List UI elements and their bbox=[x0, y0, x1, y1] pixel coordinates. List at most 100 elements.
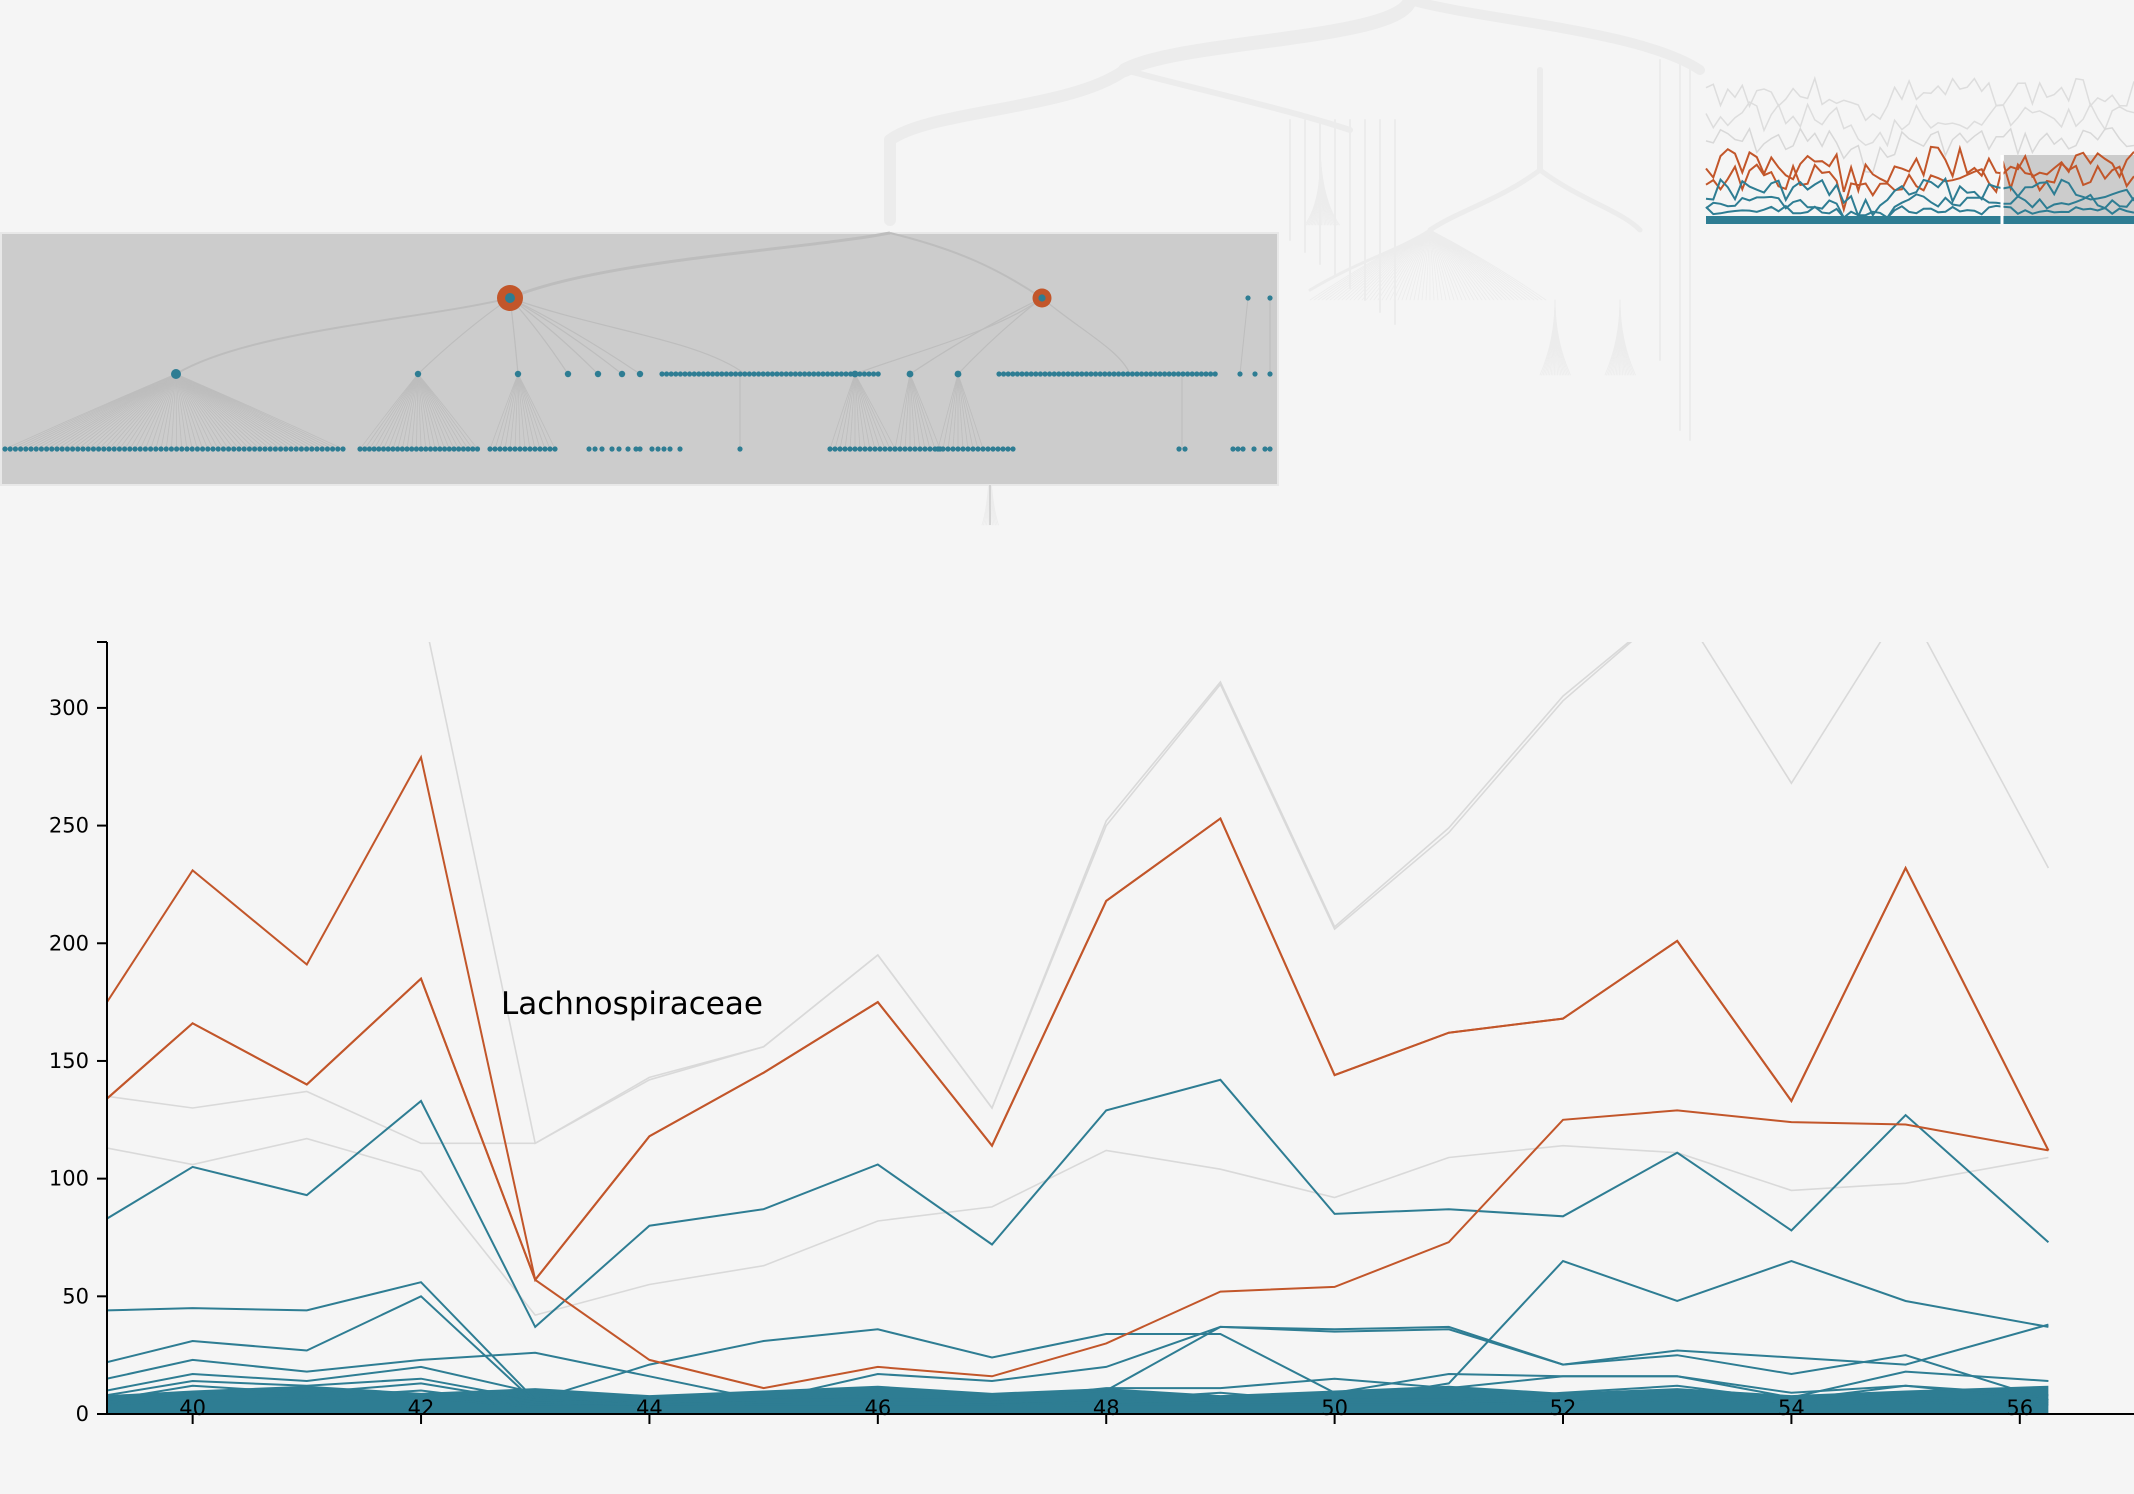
series-lines bbox=[107, 1078, 2050, 1414]
zoom-tree-edge bbox=[108, 373, 177, 450]
x-tick-label: 40 bbox=[179, 1396, 206, 1420]
zoom-tree-edge bbox=[517, 373, 556, 450]
tree-node bbox=[806, 371, 812, 377]
tree-node bbox=[1162, 371, 1168, 377]
zoom-tree-edge bbox=[957, 373, 974, 450]
overview-sparkline-7 bbox=[1705, 204, 2134, 219]
zoom-tree-edge bbox=[417, 373, 450, 450]
zoom-tree-edge bbox=[894, 373, 911, 450]
tree-node bbox=[710, 371, 716, 377]
tree-leaf bbox=[975, 446, 981, 452]
zoom-tree-edge bbox=[509, 297, 746, 375]
tree-node bbox=[746, 371, 753, 377]
zoom-tree-edge bbox=[417, 373, 445, 450]
x-tick-label: 50 bbox=[1321, 1396, 1348, 1420]
tree-leaf bbox=[1010, 446, 1016, 452]
tree-leaf bbox=[522, 446, 528, 452]
zoom-tree-nodes bbox=[2, 285, 1273, 452]
zoom-tree-edge bbox=[119, 373, 177, 450]
tree-node bbox=[1005, 371, 1011, 377]
tree-leaf bbox=[882, 446, 888, 452]
x-tick-label: 48 bbox=[1093, 1396, 1120, 1420]
tree-leaf bbox=[677, 446, 683, 452]
zoom-tree-edge bbox=[124, 373, 177, 450]
tree-node bbox=[659, 371, 665, 377]
tree-leaf bbox=[262, 446, 268, 452]
tree-node bbox=[564, 370, 572, 378]
overview-sparkline-6 bbox=[1705, 193, 2134, 220]
zoom-tree-edge bbox=[378, 373, 419, 450]
tree-leaf bbox=[827, 446, 833, 452]
tree-node bbox=[682, 371, 688, 377]
tree-leaf bbox=[897, 446, 903, 452]
zoom-tree-edge bbox=[103, 373, 177, 450]
tree-leaf bbox=[194, 446, 200, 452]
zoom-tree-edge bbox=[175, 373, 177, 450]
zoom-tree-edge bbox=[517, 373, 551, 450]
tree-node bbox=[1185, 371, 1191, 377]
tree-leaf bbox=[649, 446, 655, 452]
tree-leaf bbox=[661, 446, 667, 452]
highlight-lines bbox=[107, 754, 2050, 1390]
tree-leaf bbox=[432, 446, 438, 452]
tree-node bbox=[742, 371, 748, 377]
bg-tree-branch bbox=[1429, 229, 1547, 301]
tree-leaf bbox=[413, 446, 419, 452]
zoom-tree-edge bbox=[150, 373, 177, 450]
tree-leaf bbox=[390, 446, 396, 452]
tree-leaf bbox=[236, 446, 242, 452]
tree-leaf bbox=[226, 446, 232, 452]
zoom-tree-edge bbox=[904, 373, 911, 450]
tree-leaf bbox=[85, 446, 91, 452]
bg-tree-branch bbox=[1537, 167, 1643, 233]
tree-node bbox=[875, 371, 881, 377]
tree-zoom-panel[interactable] bbox=[0, 231, 1279, 525]
tree-node bbox=[1033, 371, 1039, 377]
zoom-tree-edge bbox=[417, 373, 455, 450]
zoom-tree-edge bbox=[854, 373, 876, 450]
tree-leaf bbox=[867, 446, 873, 452]
tree-node bbox=[1056, 371, 1062, 377]
tree-node bbox=[714, 371, 720, 377]
tree-leaf bbox=[586, 446, 592, 452]
zoom-tree-edge bbox=[854, 373, 886, 450]
tree-leaf bbox=[616, 446, 622, 452]
tree-node bbox=[756, 371, 762, 377]
tree-leaf bbox=[437, 446, 443, 452]
tree-node bbox=[723, 371, 730, 377]
tree-node bbox=[1203, 371, 1209, 377]
zoom-tree-edge bbox=[952, 373, 959, 450]
tree-node bbox=[1198, 371, 1204, 377]
tree-node bbox=[820, 371, 826, 377]
zoom-tree-edge bbox=[160, 373, 177, 450]
zoom-tree-edge bbox=[909, 373, 916, 450]
tree-node bbox=[668, 371, 674, 377]
tree-node bbox=[1047, 371, 1053, 377]
tree-leaf bbox=[319, 446, 325, 452]
tree-leaf bbox=[532, 446, 538, 452]
series-line-3 bbox=[107, 1078, 2050, 1329]
tree-node bbox=[866, 371, 872, 377]
tree-leaf bbox=[847, 446, 853, 452]
tree-node bbox=[1134, 371, 1140, 377]
tree-leaf bbox=[842, 446, 848, 452]
tree-leaf bbox=[174, 446, 180, 452]
tree-leaf bbox=[314, 446, 320, 452]
zoom-tree-edge bbox=[514, 373, 519, 450]
tree-leaf bbox=[54, 446, 60, 452]
tree-node bbox=[1245, 295, 1251, 301]
tree-leaf bbox=[220, 446, 226, 452]
tree-leaf bbox=[376, 446, 382, 452]
zoom-tree-edge bbox=[175, 373, 183, 450]
zoom-tree-edge bbox=[417, 373, 431, 450]
tree-node bbox=[1097, 371, 1103, 377]
zoom-tree-edge bbox=[406, 373, 419, 450]
y-tick-label: 300 bbox=[49, 696, 89, 720]
tree-node bbox=[733, 371, 739, 377]
zoom-tree-edge bbox=[854, 373, 881, 450]
overview-baseline-band bbox=[1706, 216, 2134, 224]
y-tick-label: 250 bbox=[49, 814, 89, 838]
tree-node bbox=[1267, 295, 1273, 301]
zoom-tree-edge bbox=[175, 373, 344, 450]
tree-leaf bbox=[625, 446, 631, 452]
